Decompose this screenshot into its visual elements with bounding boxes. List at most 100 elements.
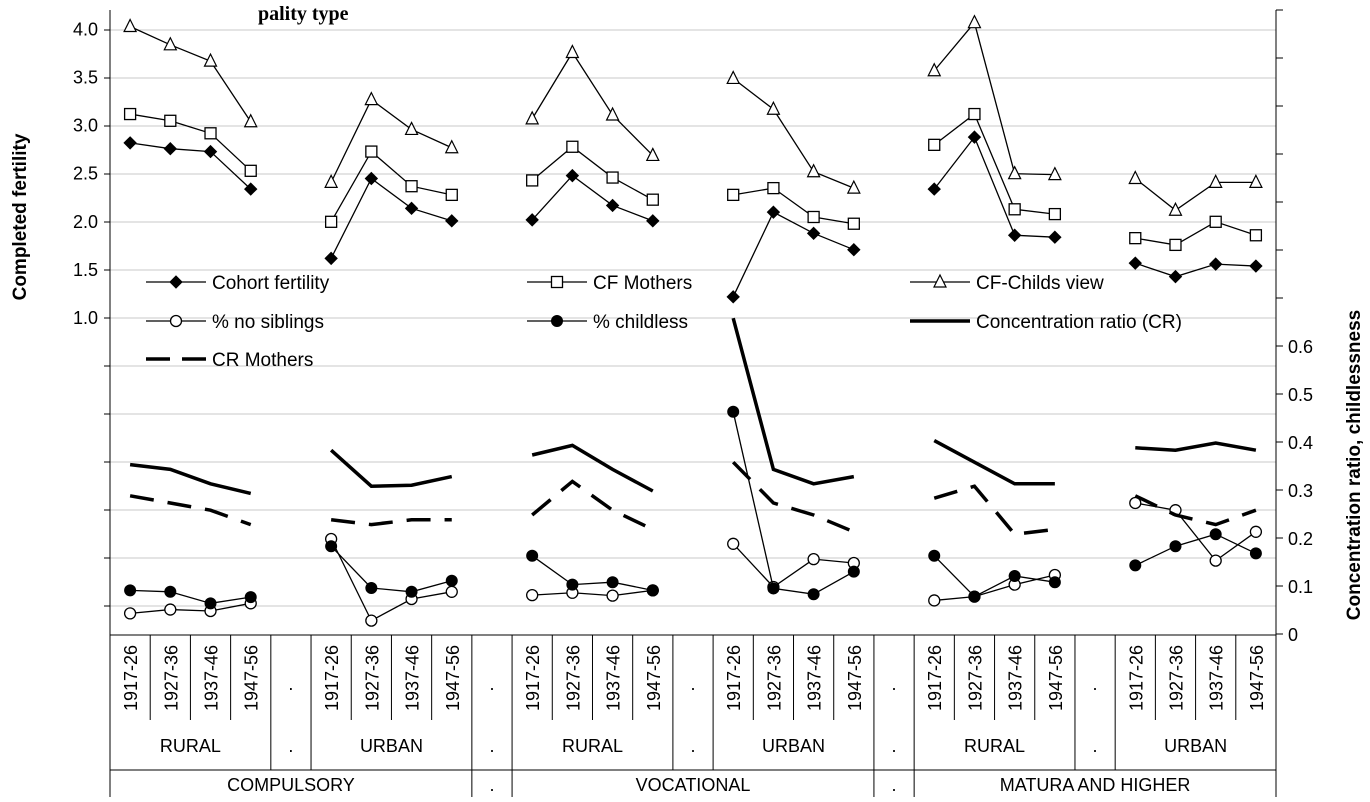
series-line-cr_mothers-g2 xyxy=(531,479,654,531)
point-cf_childs_view xyxy=(525,110,540,125)
series-line-cf_mothers-g3 xyxy=(733,187,854,225)
series-line-cf_childs_view-g1 xyxy=(330,98,453,183)
point-cf_mothers xyxy=(204,127,217,140)
series-line-concentration_ratio-g5 xyxy=(1135,441,1257,452)
point-cohort_fertility xyxy=(565,168,580,183)
point-childless xyxy=(164,585,177,598)
area-label: . xyxy=(690,736,695,756)
point-cohort_fertility xyxy=(1249,259,1263,273)
series-line-cohort_fertility-g5 xyxy=(1135,262,1256,278)
point-cf_childs_view xyxy=(1047,166,1062,181)
series-line-cohort_fertility-g4 xyxy=(933,135,1055,238)
series-line-concentration_ratio-g1 xyxy=(329,448,453,488)
area-label: URBAN xyxy=(762,736,825,756)
cohort-label: 1927-36 xyxy=(1166,645,1186,711)
point-cf_childs_view xyxy=(927,62,942,77)
point-cf_mothers xyxy=(1008,203,1021,216)
point-cf_childs_view xyxy=(404,121,419,136)
point-cf_childs_view xyxy=(1168,201,1183,216)
point-cohort_fertility xyxy=(847,242,861,257)
education-label: . xyxy=(489,775,494,795)
series-line-concentration_ratio-g2 xyxy=(531,443,654,493)
area-label: RURAL xyxy=(160,736,221,756)
point-cf_mothers xyxy=(244,164,257,177)
cohort-label: 1947-56 xyxy=(1046,645,1066,711)
series-line-cf_mothers-g2 xyxy=(531,145,654,201)
y-right-tick-label: 0.2 xyxy=(1288,529,1313,549)
y-right-tick-label: 0 xyxy=(1288,625,1298,645)
point-cf_mothers xyxy=(123,107,137,121)
education-label: . xyxy=(892,775,897,795)
cohort-label: 1947-56 xyxy=(845,645,865,711)
y-left-tick-label: 2.5 xyxy=(73,164,98,184)
point-cf_childs_view xyxy=(846,179,861,194)
cohort-label: 1937-46 xyxy=(805,645,825,711)
education-label: MATURA AND HIGHER xyxy=(1000,775,1191,795)
point-cf_mothers xyxy=(324,215,338,228)
point-cohort_fertility xyxy=(766,205,781,219)
series-line-cohort_fertility-g2 xyxy=(531,174,654,222)
point-cohort_fertility xyxy=(806,226,821,241)
legend-marker-cf_childs_view xyxy=(933,273,947,288)
point-cf_mothers xyxy=(1169,238,1182,252)
area-label: . xyxy=(892,736,897,756)
series-line-no_siblings-g0 xyxy=(130,602,251,615)
cohort-label: 1937-46 xyxy=(1006,645,1026,711)
point-cf_mothers xyxy=(727,188,740,202)
series-line-cohort_fertility-g1 xyxy=(330,177,452,259)
gap-dot-label: . xyxy=(288,674,293,694)
point-cf_childs_view xyxy=(444,139,459,154)
point-childless xyxy=(646,584,659,597)
cohort-label: 1927-36 xyxy=(362,645,382,711)
series-line-childless-g3 xyxy=(732,411,855,595)
point-childless xyxy=(405,585,418,598)
point-cf_childs_view xyxy=(203,52,218,67)
point-cf_mothers xyxy=(526,174,539,187)
point-no_siblings xyxy=(526,589,539,602)
y-left-tick-label: 4.0 xyxy=(73,19,98,39)
series-line-childless-g1 xyxy=(330,545,452,593)
gap-dot-label: . xyxy=(1093,674,1098,694)
point-cf_childs_view xyxy=(565,44,580,59)
cohort-label: 1917-26 xyxy=(121,645,141,711)
education-label: COMPULSORY xyxy=(227,775,355,795)
series-line-cf_childs_view-g3 xyxy=(732,77,855,189)
point-cf_mothers xyxy=(164,114,177,127)
area-label: RURAL xyxy=(964,736,1025,756)
point-childless xyxy=(968,590,981,603)
point-cf_childs_view xyxy=(645,147,660,162)
y-left-tick-label: 2.0 xyxy=(73,212,98,232)
point-childless xyxy=(1008,569,1021,582)
point-cohort_fertility xyxy=(1168,269,1183,284)
cohort-label: 1947-56 xyxy=(443,645,463,711)
series-line-no_siblings-g2 xyxy=(532,589,653,597)
point-cf_mothers xyxy=(968,107,981,121)
series-line-childless-g4 xyxy=(933,555,1055,598)
point-childless xyxy=(1129,559,1142,572)
point-cohort_fertility xyxy=(203,144,218,159)
category-axis: 1917-26 1927-36 1937-46 1947-56. 1917-26 1927… xyxy=(109,635,1277,797)
area-label: RURAL xyxy=(562,736,623,756)
point-cf_mothers xyxy=(566,140,579,153)
point-cohort_fertility xyxy=(646,214,660,228)
area-label: . xyxy=(288,736,293,756)
point-cf_childs_view xyxy=(1007,165,1022,180)
y-right-tick-label: 0.1 xyxy=(1288,577,1313,597)
point-cf_childs_view xyxy=(1248,174,1263,188)
point-cohort_fertility xyxy=(123,136,137,150)
legend-label-cohort_fertility: Cohort fertility xyxy=(212,273,330,294)
point-childless xyxy=(325,540,338,553)
gap-dot-label: . xyxy=(892,674,897,694)
legend: Cohort fertility CF Mothers CF-Childs view… xyxy=(146,273,1182,371)
y-right-axis-title: Concentration ratio, childlessness xyxy=(1344,310,1365,620)
cohort-label: 1917-26 xyxy=(1126,645,1146,711)
series-line-cr_mothers-g3 xyxy=(731,460,855,534)
point-childless xyxy=(124,584,137,597)
point-childless xyxy=(1209,528,1222,541)
cohort-label: 1947-56 xyxy=(644,645,664,711)
point-cf_childs_view xyxy=(766,100,781,115)
point-cf_childs_view xyxy=(806,163,821,178)
legend-label-cf_mothers: CF Mothers xyxy=(593,273,692,294)
cohort-label: 1937-46 xyxy=(403,645,423,711)
